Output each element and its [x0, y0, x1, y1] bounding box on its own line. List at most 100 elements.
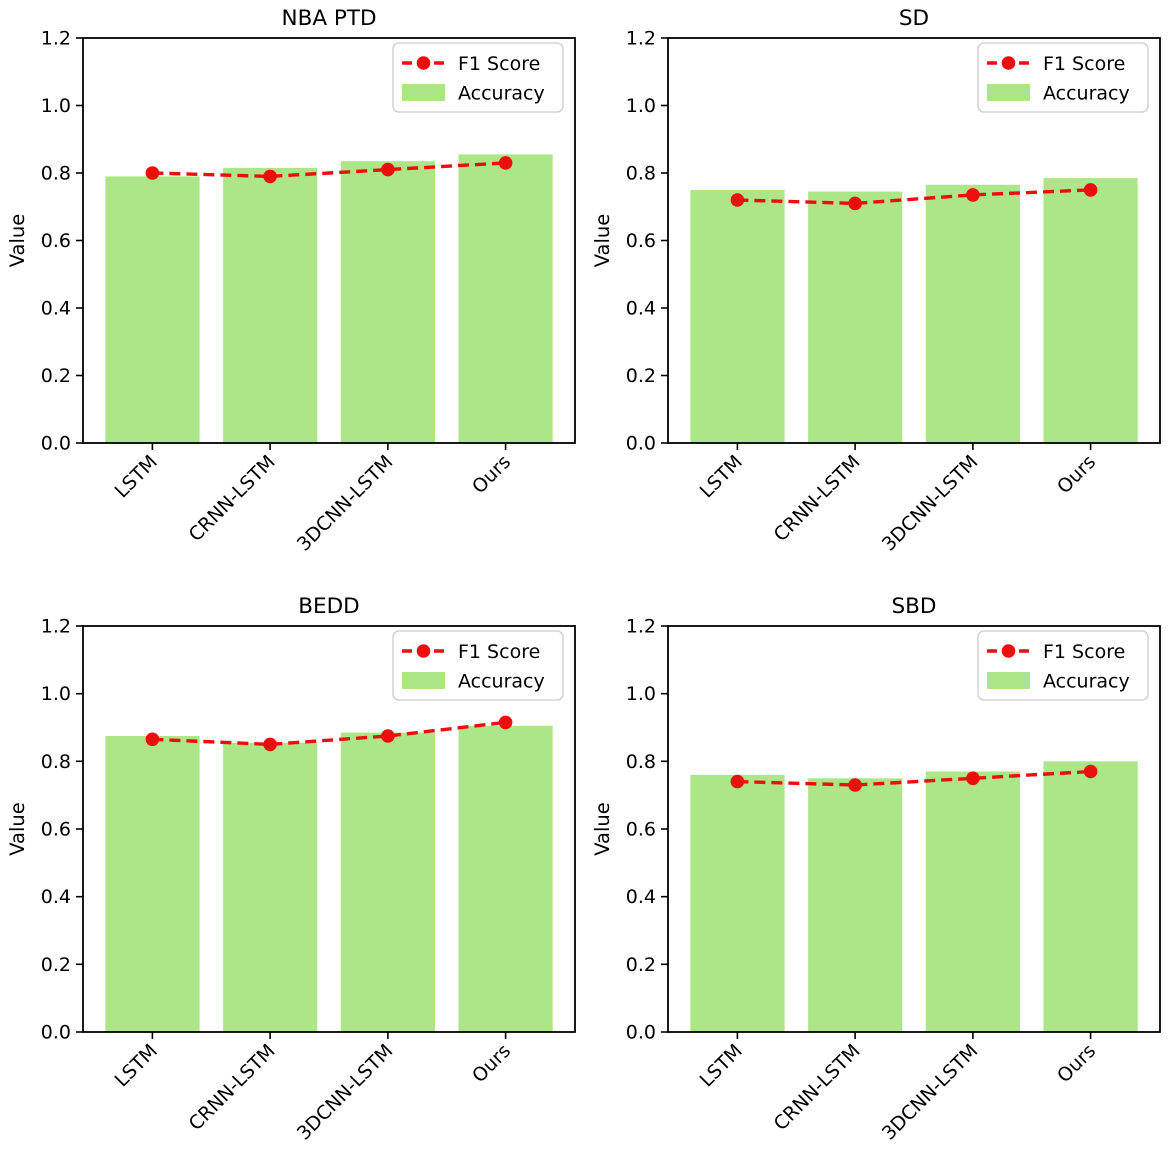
x-tick-label-3dcnn-lstm: 3DCNN-LSTM [878, 1040, 983, 1145]
legend-marker-sample [416, 56, 431, 70]
legend-label-f1-score: F1 Score [458, 53, 540, 75]
point-f1-score-3dcnn-lstm [381, 729, 395, 743]
subplot-nba-ptd: 0.0 0.2 0.4 0.6 0.8 1.0 1.2 LSTM CRNN-LSTM 3DCNN-… [0, 0, 585, 581]
bar-accuracy-crnn-lstm [808, 778, 903, 1033]
bar-accuracy-3dcnn-lstm [925, 771, 1020, 1032]
bar-accuracy-ours [1043, 178, 1138, 443]
y-tick-label: 0.2 [626, 954, 656, 976]
line-f1-score [152, 720, 506, 747]
point-f1-score-crnn-lstm [263, 737, 277, 752]
chart-title: NBA PTD [281, 6, 376, 31]
legend: F1 Score Accuracy [392, 42, 564, 113]
point-f1-score-lstm [730, 193, 745, 207]
y-tick-label: 0.4 [626, 298, 656, 320]
x-tick-label-lstm: LSTM [696, 451, 747, 502]
bar-accuracy-lstm [105, 736, 200, 1032]
point-f1-score-ours [1083, 764, 1098, 779]
chart-title: SBD [892, 594, 937, 619]
y-axis-label: Value [6, 802, 29, 856]
point-f1-score-ours [498, 715, 513, 730]
point-f1-score-ours [1083, 183, 1098, 197]
point-f1-score-lstm [730, 774, 745, 789]
bar-accuracy-ours [458, 725, 553, 1032]
y-tick-label: 1.0 [41, 683, 71, 705]
y-axis-label: Value [591, 214, 614, 268]
legend-swatch-sample [987, 672, 1030, 689]
subplot-sd: 0.0 0.2 0.4 0.6 0.8 1.0 1.2 LSTM CRNN-LSTM 3DCNN-… [585, 0, 1170, 581]
x-tick-label-lstm: LSTM [111, 451, 162, 502]
y-tick-label: 0.0 [41, 433, 71, 455]
x-tick-label-lstm: LSTM [111, 1040, 162, 1091]
legend-swatch-sample [987, 84, 1030, 101]
y-tick-label: 0.6 [626, 230, 656, 252]
legend: F1 Score Accuracy [977, 630, 1149, 701]
y-tick-label: 0.8 [41, 751, 71, 773]
y-axis-label: Value [6, 214, 29, 268]
point-f1-score-crnn-lstm [848, 778, 862, 792]
y-tick-label: 0.4 [41, 886, 71, 908]
point-f1-score-lstm [145, 166, 160, 180]
bar-accuracy-3dcnn-lstm [340, 732, 435, 1032]
y-tick-label: 0.2 [41, 365, 71, 387]
legend-marker-sample [1001, 56, 1016, 70]
line-f1-score [737, 188, 1091, 206]
point-f1-score-3dcnn-lstm [966, 771, 980, 786]
point-f1-score-3dcnn-lstm [381, 162, 395, 177]
bar-accuracy-crnn-lstm [808, 191, 903, 443]
bar-accuracy-lstm [690, 189, 785, 443]
legend-label-accuracy: Accuracy [458, 83, 545, 105]
chart-sd: 0.0 0.2 0.4 0.6 0.8 1.0 1.2 LSTM CRNN-LSTM 3DCNN-… [591, 6, 1161, 556]
y-tick-label: 0.0 [626, 1022, 656, 1044]
x-tick-label-crnn-lstm: CRNN-LSTM [770, 451, 865, 546]
point-f1-score-lstm [145, 732, 160, 747]
y-tick-label: 0.0 [626, 433, 656, 455]
y-tick-label: 0.8 [626, 751, 656, 773]
bar-accuracy-lstm [690, 774, 785, 1032]
y-tick-label: 1.2 [41, 28, 71, 50]
x-tick-label-3dcnn-lstm: 3DCNN-LSTM [293, 1040, 398, 1145]
chart-title: BEDD [298, 594, 359, 619]
x-tick-label-crnn-lstm: CRNN-LSTM [185, 451, 280, 546]
point-f1-score-crnn-lstm [263, 169, 277, 184]
x-tick-label-lstm: LSTM [696, 1040, 747, 1091]
y-tick-label: 1.2 [626, 28, 656, 50]
legend-label-f1-score: F1 Score [1043, 641, 1125, 663]
x-tick-label-ours: Ours [1053, 1040, 1100, 1087]
x-tick-label-ours: Ours [468, 1040, 515, 1087]
bar-accuracy-3dcnn-lstm [925, 184, 1020, 444]
y-tick-label: 1.0 [626, 95, 656, 117]
subplot-sbd: 0.0 0.2 0.4 0.6 0.8 1.0 1.2 LSTM CRNN-LSTM 3DCNN-… [585, 581, 1170, 1162]
line-f1-score [152, 161, 506, 179]
y-tick-label: 0.4 [626, 886, 656, 908]
y-tick-label: 0.8 [626, 163, 656, 185]
legend-label-f1-score: F1 Score [1043, 53, 1125, 75]
y-tick-label: 1.2 [626, 616, 656, 638]
y-tick-label: 1.0 [626, 683, 656, 705]
x-tick-label-crnn-lstm: CRNN-LSTM [185, 1040, 280, 1135]
chart-title: SD [899, 6, 929, 31]
y-tick-label: 0.6 [626, 819, 656, 841]
x-tick-label-ours: Ours [468, 451, 515, 498]
bar-accuracy-ours [1043, 761, 1138, 1032]
subplot-bedd: 0.0 0.2 0.4 0.6 0.8 1.0 1.2 LSTM CRNN-LSTM 3DCNN-… [0, 581, 585, 1162]
point-f1-score-ours [498, 156, 513, 170]
y-tick-label: 1.2 [41, 616, 71, 638]
x-tick-label-ours: Ours [1053, 451, 1100, 498]
line-f1-score [737, 769, 1091, 787]
y-tick-label: 0.6 [41, 819, 71, 841]
y-tick-label: 0.2 [626, 365, 656, 387]
x-tick-label-3dcnn-lstm: 3DCNN-LSTM [293, 451, 398, 556]
legend-label-accuracy: Accuracy [1043, 83, 1130, 105]
y-tick-label: 0.8 [41, 163, 71, 185]
y-axis-label: Value [591, 802, 614, 856]
y-tick-label: 0.4 [41, 298, 71, 320]
y-tick-label: 0.2 [41, 954, 71, 976]
bar-accuracy-crnn-lstm [223, 742, 318, 1032]
bar-accuracy-3dcnn-lstm [340, 161, 435, 443]
chart-bedd: 0.0 0.2 0.4 0.6 0.8 1.0 1.2 LSTM CRNN-LSTM 3DCNN-… [6, 594, 576, 1145]
legend: F1 Score Accuracy [392, 630, 564, 701]
legend-swatch-sample [402, 672, 445, 689]
y-tick-label: 0.0 [41, 1022, 71, 1044]
legend-swatch-sample [402, 84, 445, 101]
